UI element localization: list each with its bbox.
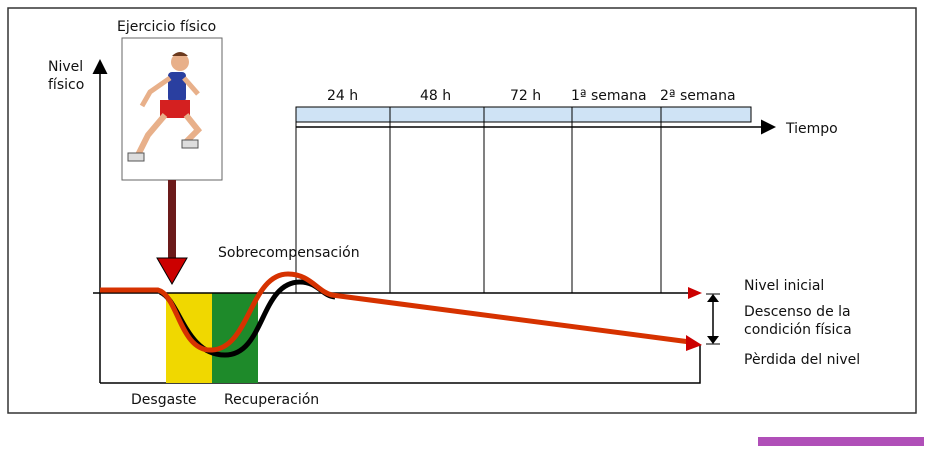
runner-figure [127,52,203,162]
time-label: 2ª semana [660,88,736,104]
time-label: 1ª semana [571,88,647,104]
time-label: 24 h [327,88,359,104]
y-axis-label: Nivel físico [48,59,85,93]
recovery-label: Recuperación [224,392,320,408]
time-bar [295,106,752,123]
decline-label: Descenso de la condición física [744,304,852,338]
bottom-line [100,345,701,384]
exercise-label: Ejercicio físico [117,19,217,35]
decor-bar [758,437,924,446]
initial-level-arrow [688,287,702,299]
time-label: 72 h [510,88,542,104]
supercompensation-label: Sobrecompensación [218,245,360,261]
frame [7,7,917,414]
initial-level-label: Nivel inicial [744,278,825,294]
level-loss-label: Pèrdida del nivel [744,352,861,368]
decline-arrow [686,335,702,351]
time-axis-title: Tiempo [786,121,838,137]
time-label: 48 h [420,88,452,104]
red-curve [100,271,691,353]
impact-arrow-head [156,257,188,286]
time-grid [295,107,662,293]
wear-label: Desgaste [131,392,197,408]
